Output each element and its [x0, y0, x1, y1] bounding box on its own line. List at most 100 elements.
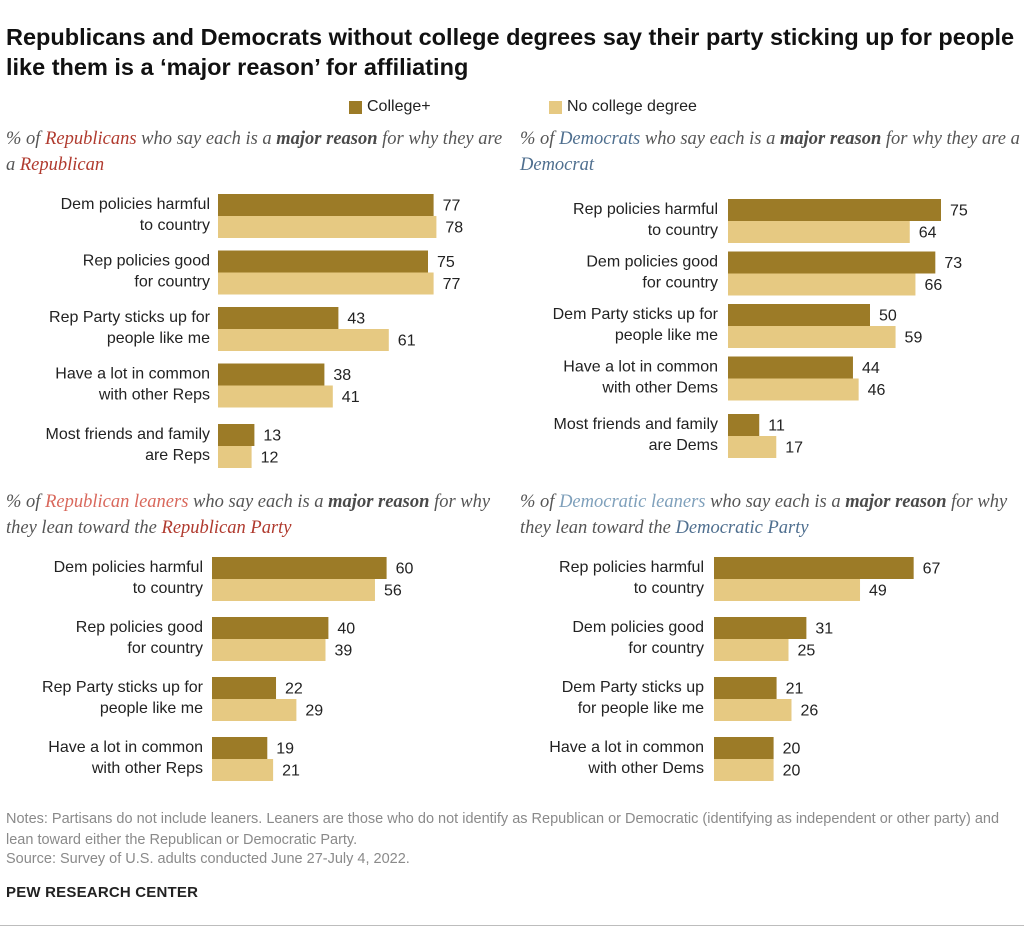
category-label: Have a lot in common with other Dems [563, 359, 718, 397]
value-label-college: 77 [443, 198, 461, 215]
bar-college [714, 617, 807, 639]
bar-college [218, 424, 255, 446]
value-label-no-college: 64 [919, 225, 937, 242]
value-label-no-college: 25 [798, 643, 816, 660]
value-label-no-college: 61 [398, 333, 416, 350]
bar-no-college [212, 699, 297, 721]
category-label: Rep policies harmful to country [559, 559, 704, 597]
value-label-no-college: 12 [261, 450, 279, 467]
value-label-no-college: 66 [924, 277, 942, 294]
legend-swatch-no-college [549, 100, 562, 114]
value-label-no-college: 39 [334, 643, 352, 660]
bar-no-college [728, 326, 896, 348]
bar-no-college [218, 272, 434, 295]
bar-college [218, 363, 325, 386]
bar-no-college [714, 579, 861, 601]
category-label: Dem policies good for country [586, 254, 718, 292]
bar-no-college [212, 639, 326, 661]
legend-item-no-college: No college degree [549, 96, 697, 118]
bar-college [714, 737, 774, 759]
value-label-no-college: 77 [443, 276, 461, 293]
value-label-college: 40 [337, 621, 355, 638]
legend-label-no-college: No college degree [567, 98, 697, 115]
bar-college [218, 194, 434, 216]
value-label-no-college: 26 [800, 703, 818, 720]
value-label-college: 38 [333, 367, 351, 384]
legend-swatch-college [349, 100, 362, 114]
subtitle-democrats: % of Democrats who say each is a major r… [520, 129, 1020, 175]
category-label: Rep policies good for country [83, 253, 210, 291]
value-label-college: 75 [950, 203, 968, 220]
bar-college [728, 304, 870, 326]
value-label-college: 19 [276, 741, 294, 758]
bar-college [714, 677, 777, 699]
bar-no-college [714, 759, 774, 781]
bar-college [218, 307, 339, 329]
bar-no-college [728, 273, 916, 296]
subtitle-republicans: % of Republicans who say each is a major… [6, 129, 503, 175]
value-label-college: 22 [285, 681, 303, 698]
value-label-no-college: 46 [868, 382, 886, 399]
bar-no-college [728, 436, 777, 458]
bar-college [218, 250, 428, 273]
category-label: Most friends and family are Dems [553, 416, 718, 454]
bar-no-college [714, 639, 789, 661]
category-label: Dem policies harmful to country [54, 559, 203, 597]
bar-no-college [218, 329, 389, 351]
category-label: Rep policies harmful to country [573, 201, 718, 239]
bar-college [728, 414, 760, 436]
category-label: Have a lot in common with other Reps [48, 739, 203, 777]
value-label-no-college: 21 [282, 763, 300, 780]
bottom-divider [0, 925, 1024, 926]
legend-item-college: College+ [349, 96, 431, 118]
bar-no-college [212, 759, 274, 781]
value-label-college: 20 [783, 741, 801, 758]
value-label-no-college: 17 [785, 440, 803, 457]
bar-college [728, 251, 936, 274]
pew-logo-text: PEW RESEARCH CENTER [6, 884, 199, 901]
bar-no-college [728, 221, 910, 243]
bar-college [714, 557, 914, 579]
value-label-college: 44 [862, 360, 880, 377]
bar-no-college [212, 579, 375, 601]
value-label-college: 13 [263, 428, 281, 445]
value-label-college: 73 [944, 255, 962, 272]
value-label-college: 60 [396, 561, 414, 578]
source-text: Source: Survey of U.S. adults conducted … [6, 851, 410, 867]
category-label: Dem policies harmful to country [61, 196, 210, 234]
value-label-no-college: 20 [783, 763, 801, 780]
category-label: Rep Party sticks up for people like me [49, 309, 211, 347]
bar-college [212, 737, 268, 759]
category-label: Rep Party sticks up for people like me [42, 679, 204, 717]
bar-college [212, 677, 277, 699]
category-label: Rep policies good for country [76, 619, 203, 657]
notes-text: Notes: Partisans do not include leaners.… [6, 811, 1000, 848]
chart-title: Republicans and Democrats without colleg… [6, 24, 1015, 80]
value-label-no-college: 49 [869, 583, 887, 600]
bar-no-college [714, 699, 792, 721]
bar-no-college [218, 216, 437, 238]
category-label: Most friends and family are Reps [45, 426, 210, 464]
category-label: Have a lot in common with other Reps [55, 366, 210, 404]
bar-college [212, 617, 329, 639]
legend-label-college: College+ [367, 98, 431, 115]
subtitle-republican-leaners: % of Republican leaners who say each is … [6, 492, 491, 538]
bar-college [212, 557, 387, 579]
value-label-college: 50 [879, 308, 897, 325]
bar-no-college [218, 385, 333, 408]
value-label-college: 31 [815, 621, 833, 638]
value-label-no-college: 56 [384, 583, 402, 600]
bar-no-college [728, 378, 859, 401]
bar-college [728, 356, 853, 379]
bar-college [728, 199, 941, 221]
category-label: Have a lot in common with other Dems [549, 739, 704, 777]
value-label-college: 75 [437, 254, 455, 271]
value-label-college: 67 [923, 561, 941, 578]
value-label-no-college: 78 [445, 220, 463, 237]
value-label-college: 21 [786, 681, 804, 698]
value-label-no-college: 41 [342, 389, 360, 406]
